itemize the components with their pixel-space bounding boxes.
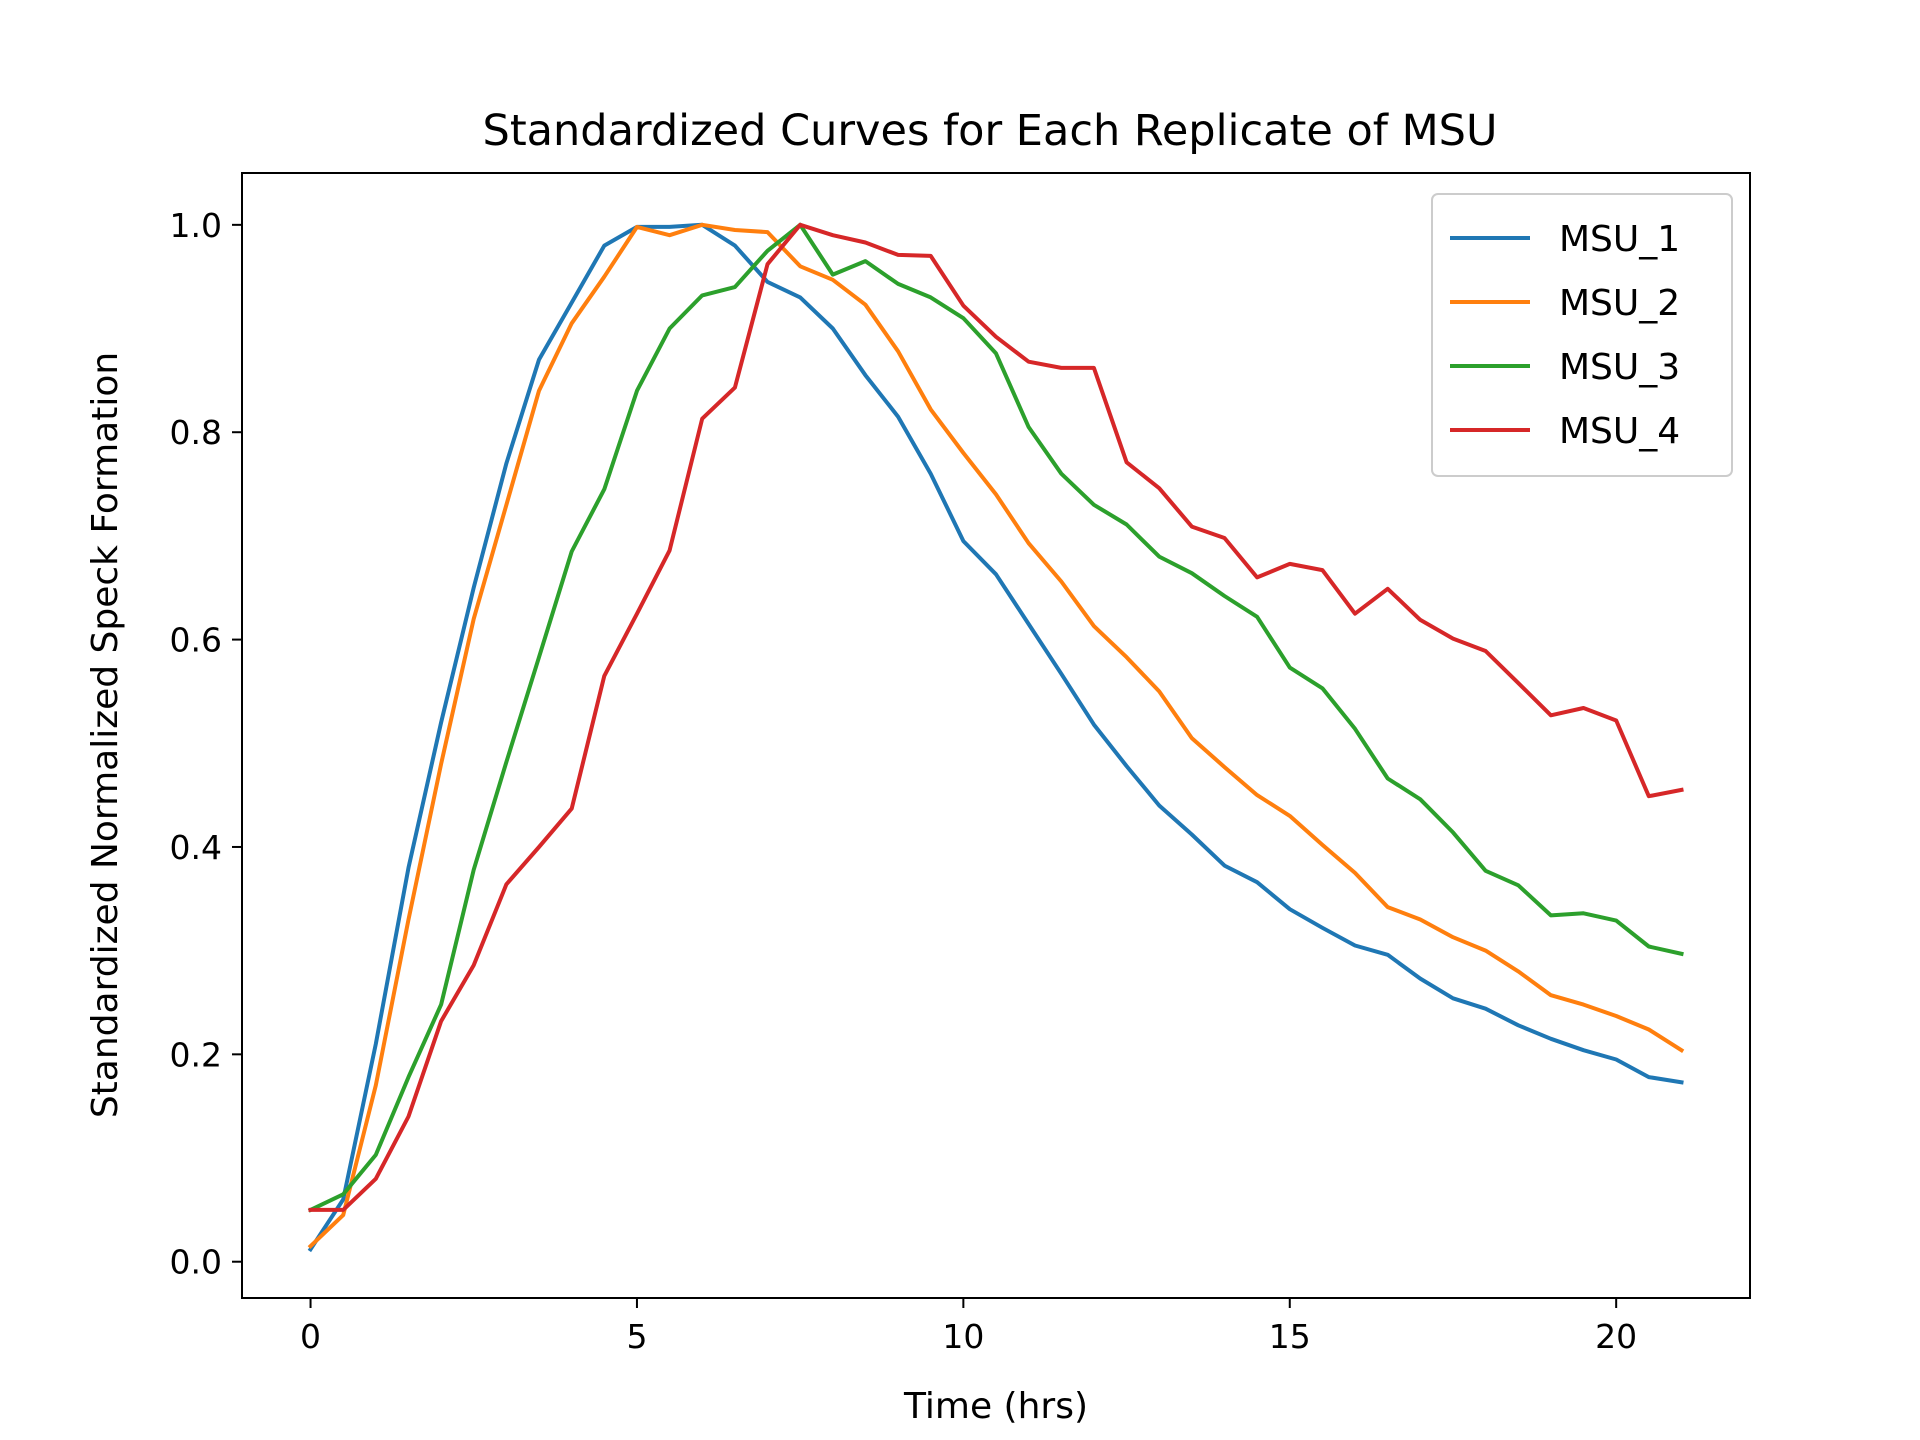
- legend-label-msu-2: MSU_2: [1559, 283, 1680, 324]
- x-tick-label: 10: [942, 1317, 984, 1356]
- x-axis-label: Time (hrs): [903, 1386, 1088, 1427]
- series-line-msu-4: [308, 222, 1684, 1212]
- y-tick-label: 0.4: [170, 828, 222, 867]
- plot-frame: [241, 172, 1751, 1299]
- y-tick-label: 0.2: [170, 1035, 222, 1074]
- x-tick-label: 15: [1269, 1317, 1311, 1356]
- series-line-msu-2: [307, 222, 1685, 1250]
- y-tick-label: 1.0: [170, 206, 222, 245]
- legend-label-msu-3: MSU_3: [1559, 347, 1680, 388]
- x-tick-label: 0: [300, 1317, 321, 1356]
- x-axis: 0 5 10 15 20: [300, 1298, 1637, 1356]
- legend: MSU_1 MSU_2 MSU_3 MSU_4: [1431, 193, 1733, 477]
- y-axis-label: Standardized Normalized Speck Formation: [85, 352, 126, 1118]
- series-line-msu-1: [307, 222, 1684, 1253]
- y-tick-label: 0.6: [170, 621, 222, 660]
- series-line-msu-3: [307, 222, 1684, 1213]
- chart-title: Standardized Curves for Each Replicate o…: [483, 106, 1498, 156]
- legend-label-msu-4: MSU_4: [1559, 411, 1680, 452]
- plot-lines: [307, 222, 1685, 1253]
- y-tick-label: 0.8: [170, 413, 222, 452]
- x-tick-label: 20: [1595, 1317, 1637, 1356]
- y-axis: 0.0 0.2 0.4 0.6 0.8 1.0: [170, 206, 242, 1282]
- legend-label-msu-1: MSU_1: [1559, 219, 1680, 260]
- x-tick-label: 5: [626, 1317, 647, 1356]
- y-tick-label: 0.0: [170, 1243, 222, 1282]
- legend-box: [1431, 193, 1733, 477]
